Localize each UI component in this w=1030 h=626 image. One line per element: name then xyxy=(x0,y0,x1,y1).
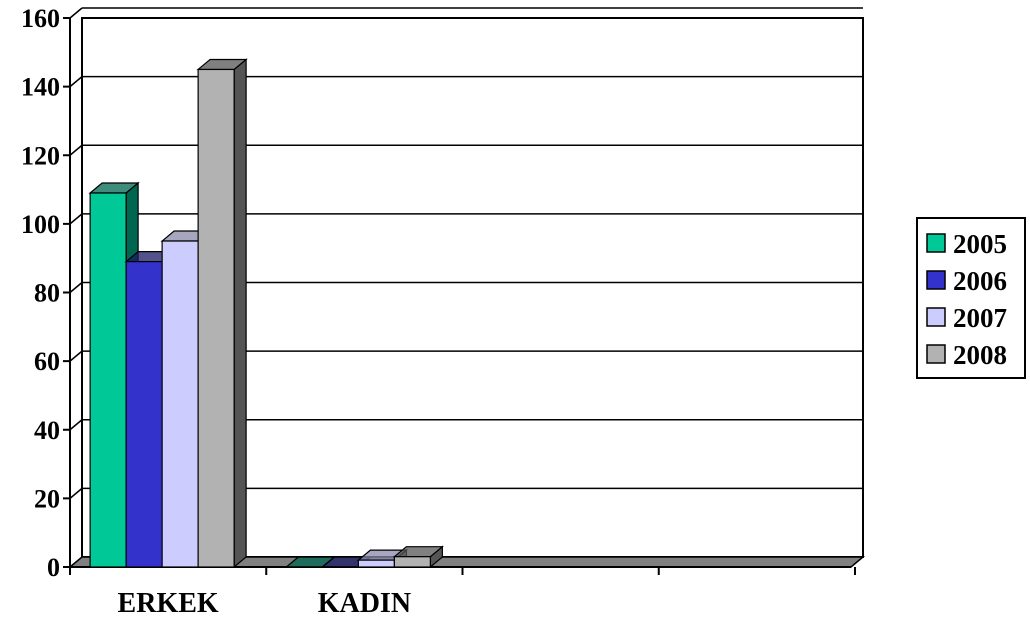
legend-label: 2007 xyxy=(953,303,1007,333)
y-tick-label: 40 xyxy=(34,416,60,445)
category-labels: ERKEK KADIN xyxy=(118,588,411,619)
category-label: KADIN xyxy=(318,588,411,619)
y-tick-label: 80 xyxy=(34,279,60,308)
bar-front xyxy=(393,556,431,568)
y-tick-label: 60 xyxy=(34,347,60,376)
gridline-depth xyxy=(69,487,83,499)
legend-label: 2008 xyxy=(953,340,1007,370)
legend-swatch xyxy=(926,344,946,364)
legend: 2005 2006 2007 2008 xyxy=(916,217,1026,379)
category-label: ERKEK xyxy=(118,588,219,619)
gridline-depth xyxy=(69,281,83,294)
bar-front xyxy=(161,240,199,568)
gridline-depth xyxy=(69,213,83,225)
gridline-depth xyxy=(69,419,83,431)
bar xyxy=(196,58,248,569)
gridline-depth xyxy=(69,7,83,19)
legend-swatch xyxy=(926,233,946,253)
bar-front xyxy=(89,192,127,568)
legend-label: 2005 xyxy=(953,229,1007,259)
y-tick-labels: 0 20 40 60 80 100 120 140 160 xyxy=(21,4,60,582)
y-tick-label: 0 xyxy=(47,553,60,582)
legend-swatch xyxy=(926,307,946,327)
legend-label: 2006 xyxy=(953,266,1007,296)
axes xyxy=(63,17,856,575)
gridline-depth xyxy=(69,144,83,156)
gridline-depth xyxy=(69,350,83,362)
bar-front xyxy=(197,68,235,568)
y-tick-label: 20 xyxy=(34,484,60,513)
bar-front xyxy=(125,261,163,568)
bar-side xyxy=(233,58,247,569)
y-tick-label: 100 xyxy=(21,210,60,239)
bars xyxy=(88,58,445,569)
y-tick-label: 140 xyxy=(21,73,60,102)
y-tick-label: 160 xyxy=(21,4,60,33)
bar xyxy=(392,545,445,569)
gridline-depth xyxy=(69,76,83,88)
legend-swatch xyxy=(926,270,946,290)
bar-front xyxy=(357,559,395,568)
y-tick-label: 120 xyxy=(21,141,60,170)
